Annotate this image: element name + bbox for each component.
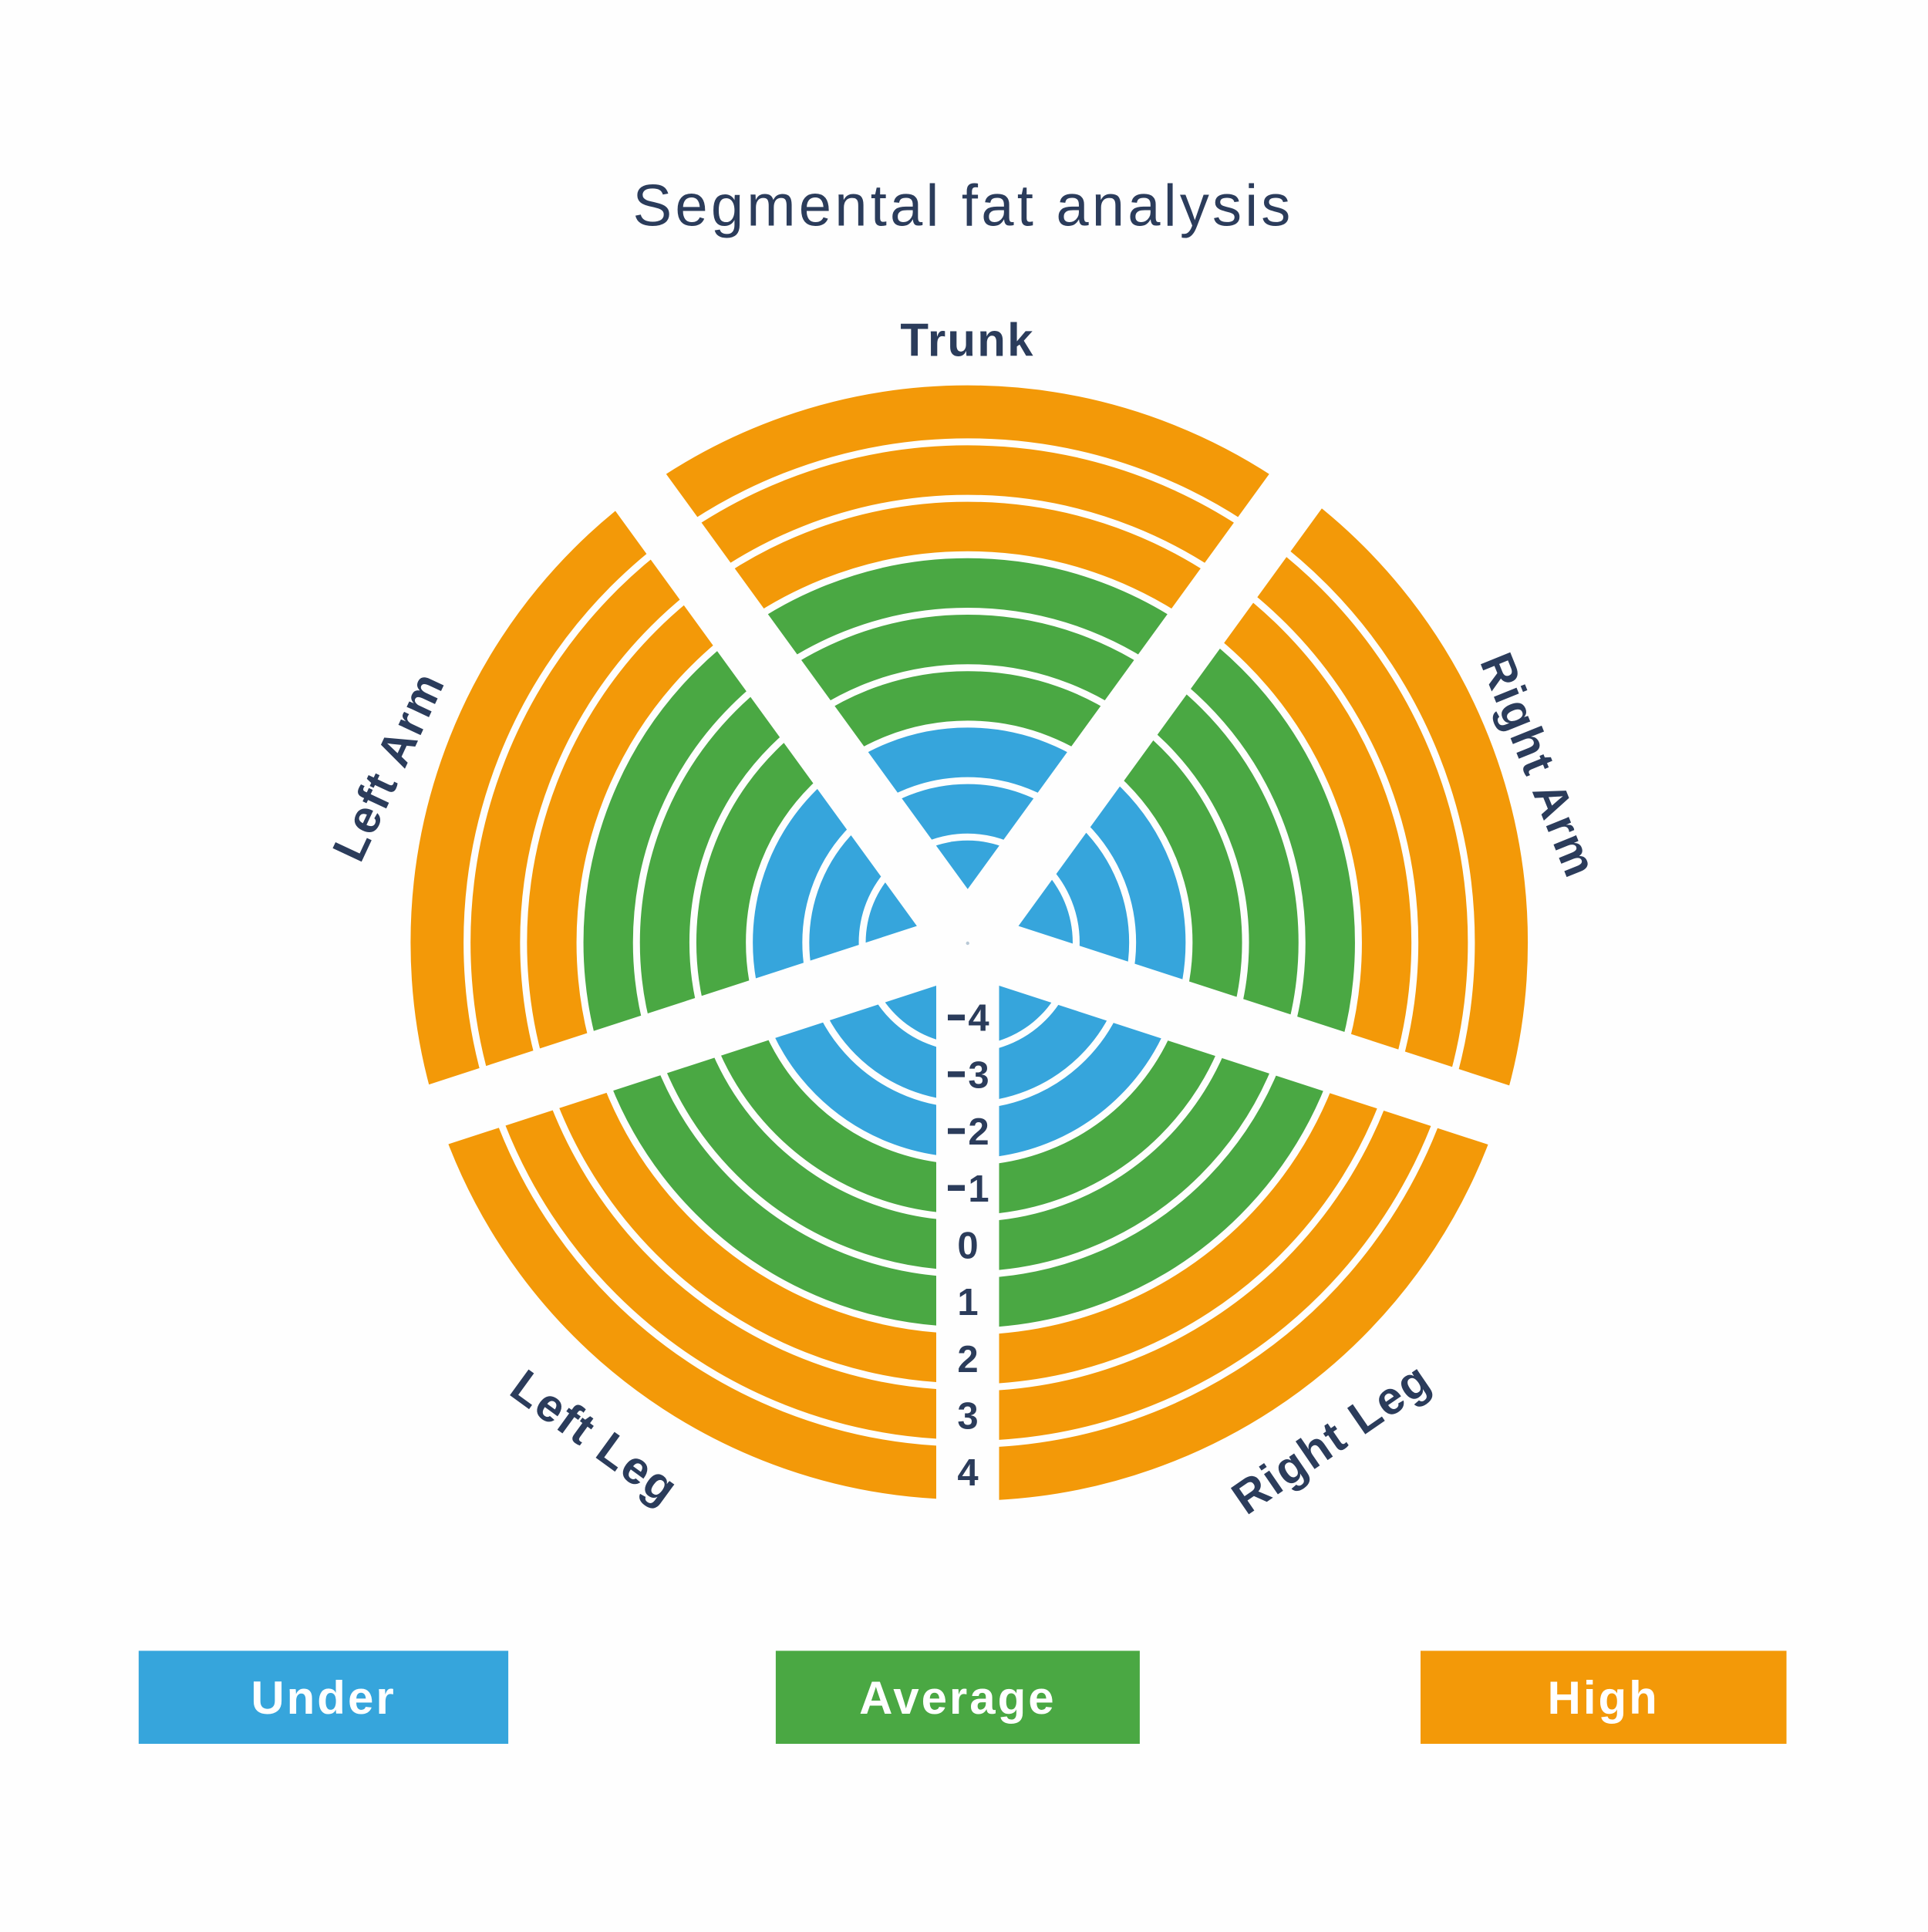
svg-text:1: 1 bbox=[968, 1168, 989, 1210]
svg-text:3: 3 bbox=[957, 1396, 978, 1438]
svg-text:4: 4 bbox=[957, 1452, 978, 1494]
svg-text:4: 4 bbox=[968, 998, 989, 1040]
svg-text:2: 2 bbox=[968, 1111, 989, 1153]
svg-text:Under: Under bbox=[251, 1672, 396, 1724]
svg-text:High: High bbox=[1548, 1672, 1660, 1724]
svg-text:3: 3 bbox=[968, 1054, 989, 1096]
svg-text:2: 2 bbox=[957, 1339, 978, 1381]
svg-text:1: 1 bbox=[957, 1282, 978, 1323]
svg-text:Average: Average bbox=[859, 1672, 1057, 1724]
svg-text:0: 0 bbox=[957, 1225, 978, 1266]
svg-text:Segmental fat analysis: Segmental fat analysis bbox=[632, 174, 1293, 239]
svg-text:Trunk: Trunk bbox=[900, 315, 1034, 366]
